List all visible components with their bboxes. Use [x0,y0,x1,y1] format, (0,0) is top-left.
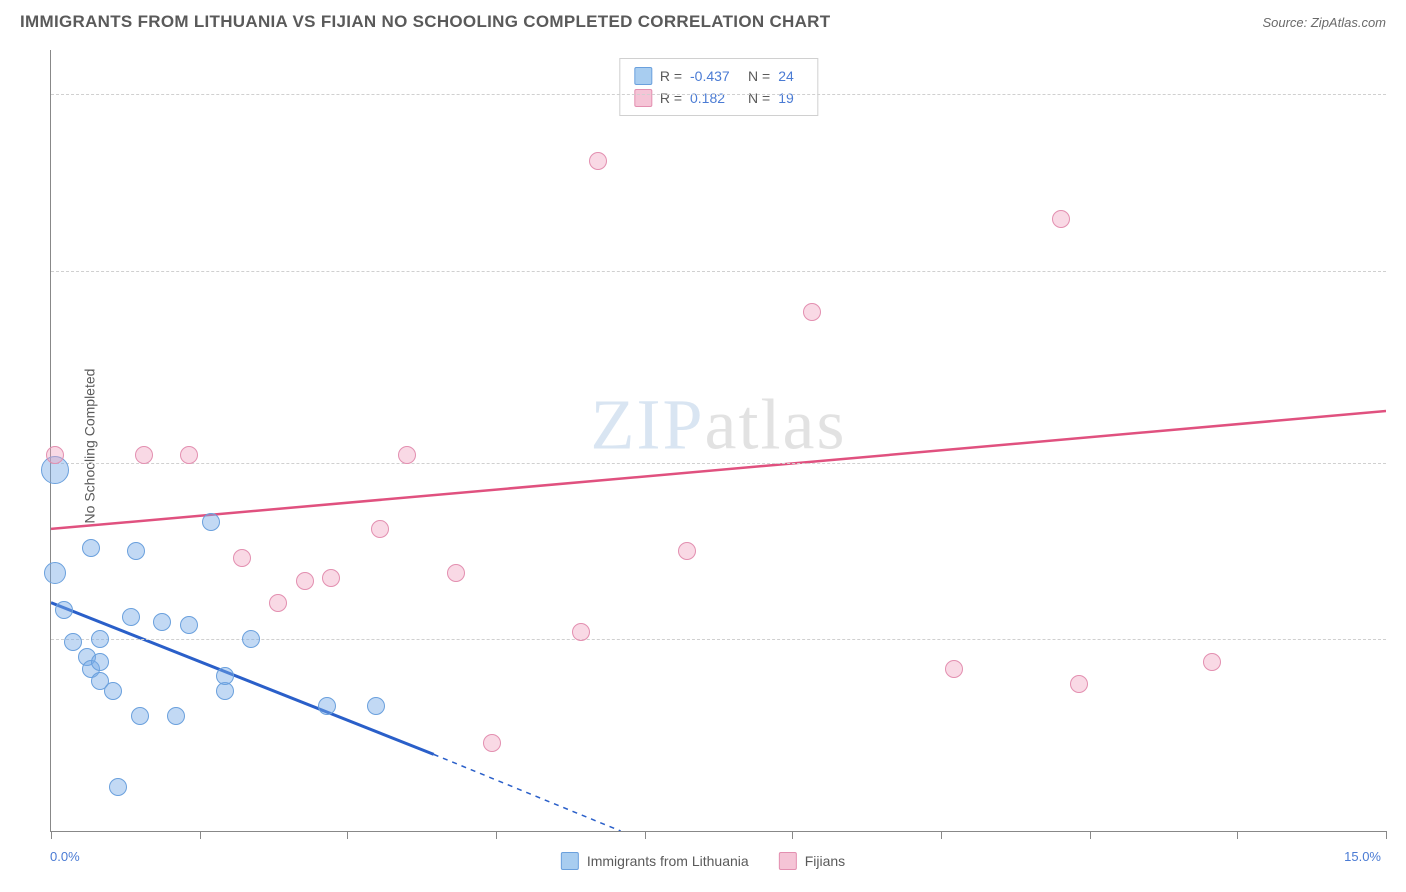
gridline [51,463,1386,464]
data-point [91,630,109,648]
data-point [242,630,260,648]
x-tick [200,831,201,839]
y-tick-label: 1.3% [1391,632,1406,647]
data-point [371,520,389,538]
data-point [483,734,501,752]
x-tick [1090,831,1091,839]
x-axis-min-label: 0.0% [50,849,80,864]
x-axis-max-label: 15.0% [1344,849,1381,864]
data-point [678,542,696,560]
data-point [109,778,127,796]
legend-item: Immigrants from Lithuania [561,852,749,870]
x-tick [496,831,497,839]
data-point [104,682,122,700]
gridline [51,94,1386,95]
watermark: ZIPatlas [591,383,847,466]
data-point [64,633,82,651]
data-point [1070,675,1088,693]
data-point [135,446,153,464]
data-point [91,653,109,671]
stats-row: R =0.182N =19 [634,87,803,109]
data-point [44,562,66,584]
data-point [803,303,821,321]
x-tick [51,831,52,839]
y-tick-label: 5.0% [1391,87,1406,102]
data-point [167,707,185,725]
data-point [216,667,234,685]
x-tick [347,831,348,839]
x-tick [1237,831,1238,839]
data-point [322,569,340,587]
data-point [589,152,607,170]
x-tick [792,831,793,839]
data-point [572,623,590,641]
data-point [131,707,149,725]
legend-item: Fijians [779,852,845,870]
data-point [233,549,251,567]
data-point [367,697,385,715]
data-point [1203,653,1221,671]
data-point [82,539,100,557]
legend: Immigrants from Lithuania Fijians [561,852,845,870]
data-point [1052,210,1070,228]
data-point [296,572,314,590]
data-point [180,616,198,634]
trend-lines [51,50,1386,831]
data-point [447,564,465,582]
data-point [153,613,171,631]
data-point [180,446,198,464]
chart-title: IMMIGRANTS FROM LITHUANIA VS FIJIAN NO S… [20,12,830,32]
y-tick-label: 3.8% [1391,264,1406,279]
data-point [945,660,963,678]
x-tick [645,831,646,839]
data-point [55,601,73,619]
data-point [127,542,145,560]
stats-row: R =-0.437N =24 [634,65,803,87]
data-point [269,594,287,612]
data-point [318,697,336,715]
data-point [202,513,220,531]
data-point [398,446,416,464]
stats-legend-box: R =-0.437N =24R =0.182N =19 [619,58,818,116]
x-tick [1386,831,1387,839]
gridline [51,271,1386,272]
data-point [46,446,64,464]
source-attribution: Source: ZipAtlas.com [1262,15,1386,30]
data-point [122,608,140,626]
chart-plot-area: ZIPatlas R =-0.437N =24R =0.182N =19 1.3… [50,50,1386,832]
y-tick-label: 2.5% [1391,455,1406,470]
x-tick [941,831,942,839]
